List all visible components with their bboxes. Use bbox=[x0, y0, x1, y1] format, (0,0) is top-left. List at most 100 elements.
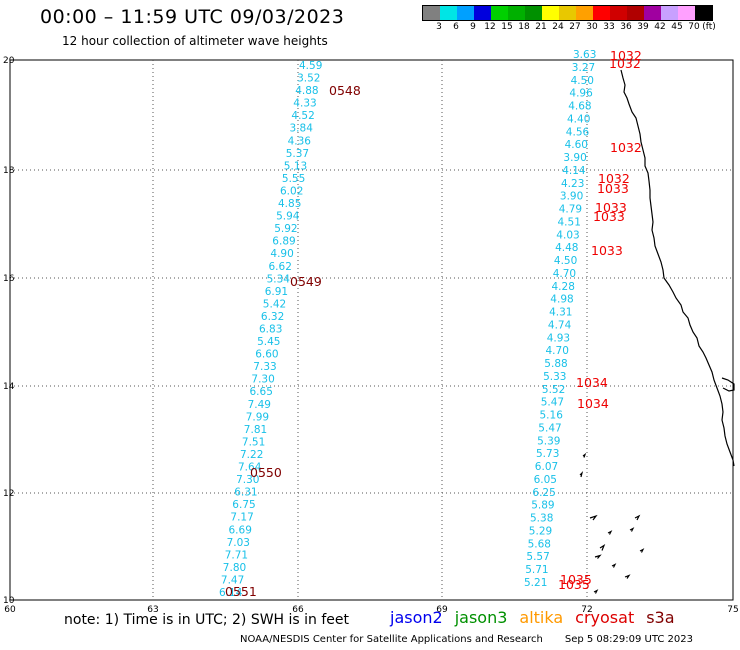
pass-time-labels: 0548054905500551103210321032103210331033… bbox=[225, 48, 642, 599]
color-scale-label: 45 bbox=[671, 22, 683, 32]
swh-value-west: 7.81 bbox=[244, 424, 267, 436]
time-label-cryosat: 1032 bbox=[598, 171, 630, 186]
swh-value-east: 4.79 bbox=[559, 204, 582, 216]
lat-tick-label: 18 bbox=[3, 166, 15, 176]
lon-tick-label: 63 bbox=[147, 605, 158, 615]
lon-tick-label: 72 bbox=[581, 605, 592, 615]
island bbox=[634, 514, 641, 521]
swh-value-west: 7.33 bbox=[253, 361, 276, 373]
swh-value-east: 4.51 bbox=[558, 216, 581, 228]
swh-value-east: 3.27 bbox=[572, 62, 595, 74]
time-label-cryosat: 1034 bbox=[576, 375, 608, 390]
time-label-cryosat: 1033 bbox=[595, 200, 627, 215]
color-scale-label: 15 bbox=[501, 22, 513, 32]
legend-s3a: s3a bbox=[646, 608, 675, 627]
swh-value-west: 6.83 bbox=[259, 324, 282, 336]
swh-value-east: 4.28 bbox=[552, 281, 575, 293]
time-label-cryosat: 1033 bbox=[593, 209, 625, 224]
swh-value-east: 5.16 bbox=[540, 410, 564, 422]
swh-value-west: 6.31 bbox=[234, 487, 257, 499]
swh-value-west: 6.75 bbox=[232, 499, 255, 511]
swh-value-east: 5.47 bbox=[541, 397, 564, 409]
swh-value-east: 4.70 bbox=[553, 268, 576, 280]
satellite-legend: jason2 jason3 altika cryosat s3a bbox=[390, 608, 687, 627]
coastline bbox=[620, 69, 735, 467]
island bbox=[582, 452, 587, 458]
swh-value-west: 6.69 bbox=[229, 524, 252, 536]
swh-value-east: 4.14 bbox=[562, 165, 586, 177]
time-label-cryosat: 1034 bbox=[577, 396, 609, 411]
color-scale-label: 30 bbox=[586, 22, 598, 32]
swh-value-west: 7.71 bbox=[225, 549, 248, 561]
lat-tick-label: 10 bbox=[3, 596, 15, 606]
time-label-s3a: 0551 bbox=[225, 584, 257, 599]
color-swatch bbox=[678, 6, 695, 20]
swh-value-east: 5.21 bbox=[524, 577, 547, 589]
swh-value-east: 3.63 bbox=[573, 49, 596, 61]
legend-jason2: jason2 bbox=[390, 608, 443, 627]
color-scale-label: 12 bbox=[484, 22, 496, 32]
swh-value-west: 7.64 bbox=[238, 462, 262, 474]
color-swatch bbox=[661, 6, 678, 20]
time-label-cryosat: 1032 bbox=[610, 48, 642, 63]
swh-value-east: 4.50 bbox=[571, 75, 594, 87]
swh-value-west: 5.45 bbox=[257, 336, 280, 348]
color-scale-label: 9 bbox=[470, 22, 476, 32]
swh-value-west: 7.49 bbox=[248, 399, 271, 411]
island bbox=[607, 530, 613, 535]
color-scale-label: 27 bbox=[569, 22, 581, 32]
color-swatch bbox=[525, 6, 542, 20]
swh-value-east: 3.90 bbox=[563, 152, 586, 164]
time-label-cryosat: 1035 bbox=[558, 577, 590, 592]
time-label-s3a: 0549 bbox=[290, 274, 322, 289]
lat-tick-label: 16 bbox=[3, 274, 15, 284]
swh-track-east: 3.633.274.504.964.684.404.564.603.904.14… bbox=[524, 49, 596, 589]
swh-value-east: 5.89 bbox=[531, 500, 554, 512]
legend-jason3: jason3 bbox=[454, 608, 508, 627]
swh-value-east: 6.25 bbox=[532, 487, 555, 499]
swh-track-west: 4.593.524.884.334.523.844.365.375.135.55… bbox=[219, 60, 322, 599]
time-label-cryosat: 1033 bbox=[597, 181, 629, 196]
lon-tick-label: 66 bbox=[292, 605, 304, 615]
island bbox=[593, 589, 599, 594]
color-scale-label: 42 bbox=[654, 22, 666, 32]
color-swatch bbox=[542, 6, 559, 20]
swh-value-west: 6.91 bbox=[265, 286, 288, 298]
color-scale-labels: 3 6 9 12 15 18 21 24 27 30 33 36 39 42 45 70 (ft) bbox=[422, 22, 740, 34]
credit-text: NOAA/NESDIS Center for Satellite Applica… bbox=[240, 634, 543, 645]
color-scale-label: 18 bbox=[518, 22, 530, 32]
swh-value-west: 4.59 bbox=[299, 60, 322, 72]
color-swatch bbox=[559, 6, 576, 20]
swh-value-west: 5.37 bbox=[286, 148, 309, 160]
color-scale-label: 21 bbox=[535, 22, 547, 32]
swh-value-east: 4.03 bbox=[556, 229, 579, 241]
color-swatch bbox=[474, 6, 491, 20]
swh-value-west: 4.33 bbox=[293, 98, 316, 110]
time-label-cryosat: 1032 bbox=[610, 140, 642, 155]
swh-value-east: 4.98 bbox=[550, 294, 573, 306]
swh-value-west: 7.80 bbox=[223, 562, 246, 574]
credit-line: NOAA/NESDIS Center for Satellite Applica… bbox=[240, 634, 693, 645]
islands bbox=[579, 452, 645, 594]
lat-tick-label: 12 bbox=[3, 489, 14, 499]
swh-value-east: 5.47 bbox=[538, 423, 561, 435]
coastline-island bbox=[721, 377, 735, 392]
lon-tick-label: 69 bbox=[436, 605, 448, 615]
color-swatch bbox=[610, 6, 627, 20]
time-label-s3a: 0548 bbox=[329, 83, 361, 98]
color-scale-label: 6 bbox=[453, 22, 459, 32]
color-scale-bar bbox=[422, 5, 713, 21]
swh-value-west: 7.17 bbox=[230, 512, 253, 524]
swh-value-east: 4.56 bbox=[566, 126, 590, 138]
swh-value-east: 5.38 bbox=[530, 513, 553, 525]
color-scale-label: 70 bbox=[688, 22, 700, 32]
swh-value-west: 5.94 bbox=[276, 211, 300, 223]
swh-value-west: 7.47 bbox=[221, 575, 244, 587]
island bbox=[624, 574, 631, 579]
swh-value-west: 5.92 bbox=[274, 223, 297, 235]
swh-value-west: 5.42 bbox=[263, 298, 286, 310]
swh-value-east: 4.31 bbox=[549, 307, 572, 319]
color-swatch bbox=[508, 6, 525, 20]
color-swatch bbox=[457, 6, 474, 20]
